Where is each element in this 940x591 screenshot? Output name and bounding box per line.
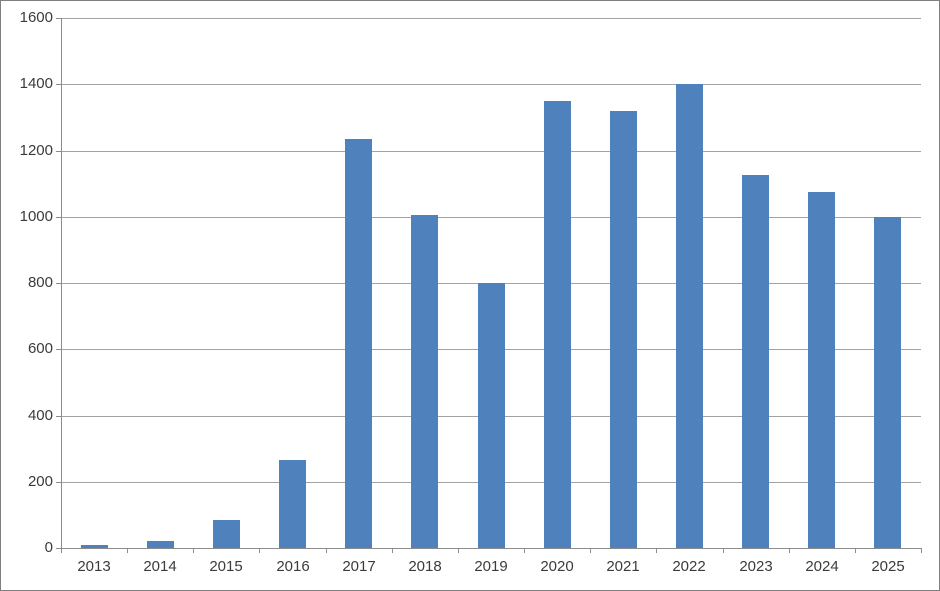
bar-2025 (874, 217, 901, 548)
x-axis-line (61, 548, 921, 549)
x-axis-tick-label: 2016 (276, 558, 310, 575)
y-axis-tick (56, 217, 61, 218)
y-axis-tick-label: 600 (27, 340, 53, 357)
x-axis-tick (524, 548, 525, 553)
y-axis-tick (56, 482, 61, 483)
x-axis-tick-label: 2024 (805, 558, 839, 575)
y-axis-tick-label: 800 (27, 274, 53, 291)
bar-2021 (610, 111, 637, 548)
y-axis-tick (56, 84, 61, 85)
x-axis-tick (326, 548, 327, 553)
x-axis-tick-label: 2025 (871, 558, 905, 575)
x-axis-tick (127, 548, 128, 553)
bar-2014 (147, 541, 174, 548)
x-axis-tick-label: 2018 (408, 558, 442, 575)
x-axis-tick (392, 548, 393, 553)
y-axis-tick-label: 0 (44, 539, 53, 556)
y-axis-tick (56, 349, 61, 350)
bar-2019 (478, 283, 505, 548)
x-axis-tick-label: 2023 (739, 558, 773, 575)
y-axis-tick (56, 416, 61, 417)
y-axis-tick-label: 200 (27, 473, 53, 490)
x-axis-tick (193, 548, 194, 553)
bar-2015 (213, 520, 240, 548)
x-axis-tick (723, 548, 724, 553)
x-axis-tick-label: 2021 (606, 558, 640, 575)
bar-2013 (81, 545, 108, 548)
x-axis-tick (656, 548, 657, 553)
gridline (61, 217, 921, 218)
y-axis-tick (56, 283, 61, 284)
x-axis-tick (458, 548, 459, 553)
x-axis-tick-label: 2013 (77, 558, 111, 575)
x-axis-tick-label: 2017 (342, 558, 376, 575)
y-axis-tick-label: 400 (27, 407, 53, 424)
y-axis-tick (56, 18, 61, 19)
bar-2016 (279, 460, 306, 548)
bar-2017 (345, 139, 372, 548)
gridline (61, 151, 921, 152)
x-axis-tick (789, 548, 790, 553)
x-axis-tick-label: 2019 (474, 558, 508, 575)
bar-2022 (676, 84, 703, 548)
gridline (61, 84, 921, 85)
bar-2023 (742, 175, 769, 548)
x-axis-tick-label: 2014 (143, 558, 177, 575)
x-axis-tick (590, 548, 591, 553)
x-axis-tick (855, 548, 856, 553)
x-axis-tick (61, 548, 62, 553)
x-axis-tick-label: 2020 (540, 558, 574, 575)
gridline (61, 18, 921, 19)
y-axis-tick-label: 1600 (19, 9, 53, 26)
bar-2020 (544, 101, 571, 548)
y-axis-tick (56, 548, 61, 549)
x-axis-tick-label: 2015 (209, 558, 243, 575)
bar-2024 (808, 192, 835, 548)
x-axis-tick (921, 548, 922, 553)
y-axis-tick-label: 1000 (19, 208, 53, 225)
x-axis-tick-label: 2022 (672, 558, 706, 575)
y-axis-tick-label: 1200 (19, 142, 53, 159)
y-axis-tick-label: 1400 (19, 75, 53, 92)
y-axis-line (61, 18, 62, 553)
bar-2018 (411, 215, 438, 548)
x-axis-tick (259, 548, 260, 553)
y-axis-tick (56, 151, 61, 152)
